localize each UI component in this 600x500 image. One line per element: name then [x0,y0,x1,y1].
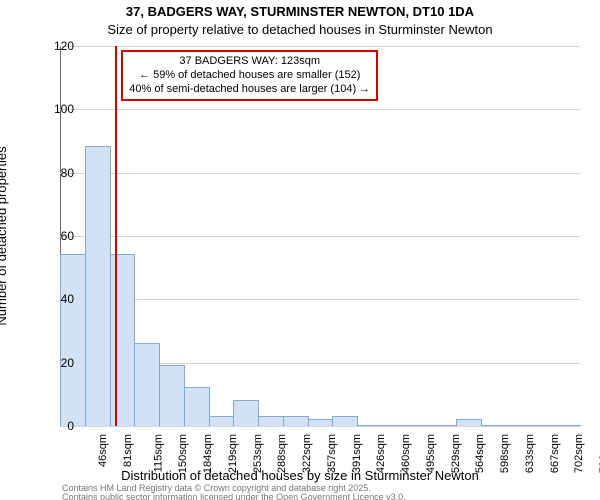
histogram-bar [481,425,507,426]
x-tick-label: 598sqm [499,434,511,473]
x-tick-label: 288sqm [276,434,288,473]
annotation-box: 37 BADGERS WAY: 123sqm← 59% of detached … [121,50,378,101]
histogram-bar [283,416,309,427]
gridline-h [60,426,580,427]
histogram-bar [456,419,482,426]
x-tick-label: 322sqm [301,434,313,473]
x-tick-label: 564sqm [475,434,487,473]
chart-title-sub: Size of property relative to detached ho… [0,22,600,37]
gridline-h [60,299,580,300]
histogram-bar [431,425,457,426]
x-tick-label: 81sqm [122,434,134,467]
x-tick-label: 460sqm [400,434,412,473]
x-tick-label: 357sqm [326,434,338,473]
x-tick-label: 219sqm [227,434,239,473]
x-tick-label: 391sqm [351,434,363,473]
histogram-bar [60,254,86,426]
histogram-bar [85,146,111,426]
gridline-h [60,173,580,174]
gridline-h [60,236,580,237]
histogram-bar [555,425,581,426]
x-tick-label: 46sqm [97,434,109,467]
x-tick-label: 495sqm [425,434,437,473]
gridline-h [60,46,580,47]
y-tick-label: 20 [40,356,74,370]
histogram-bar [159,365,185,426]
reference-line [115,46,117,426]
histogram-bar [407,425,433,426]
histogram-bar [308,419,334,426]
y-tick-label: 60 [40,229,74,243]
x-tick-label: 633sqm [524,434,536,473]
chart-title-main: 37, BADGERS WAY, STURMINSTER NEWTON, DT1… [0,4,600,19]
gridline-h [60,109,580,110]
y-tick-label: 0 [40,419,74,433]
annotation-line1: 37 BADGERS WAY: 123sqm [129,55,370,69]
annotation-line3: 40% of semi-detached houses are larger (… [129,83,370,97]
chart-plot-area: 37 BADGERS WAY: 123sqm← 59% of detached … [60,46,580,426]
x-tick-label: 529sqm [450,434,462,473]
histogram-bar [530,425,556,426]
x-tick-label: 426sqm [376,434,388,473]
footer-line2: Contains public sector information licen… [62,493,406,500]
x-tick-label: 115sqm [152,434,164,472]
histogram-bar [332,416,358,427]
x-tick-label: 184sqm [202,434,214,473]
histogram-bar [209,416,235,427]
y-tick-label: 120 [40,39,74,53]
y-axis-label: Number of detached properties [0,146,9,325]
y-tick-label: 100 [40,102,74,116]
histogram-bar [382,425,408,426]
histogram-bar [258,416,284,427]
histogram-bar [357,425,383,426]
y-tick-label: 40 [40,292,74,306]
x-tick-label: 253sqm [252,434,264,473]
y-tick-label: 80 [40,166,74,180]
x-tick-label: 702sqm [574,434,586,473]
x-tick-label: 150sqm [177,434,189,473]
histogram-bar [184,387,210,426]
histogram-bar [506,425,532,426]
histogram-bar [233,400,259,426]
histogram-bar [110,254,136,426]
x-tick-label: 667sqm [549,434,561,473]
histogram-bar [134,343,160,426]
annotation-line2: ← 59% of detached houses are smaller (15… [129,69,370,83]
footer-attribution: Contains HM Land Registry data © Crown c… [62,484,406,500]
